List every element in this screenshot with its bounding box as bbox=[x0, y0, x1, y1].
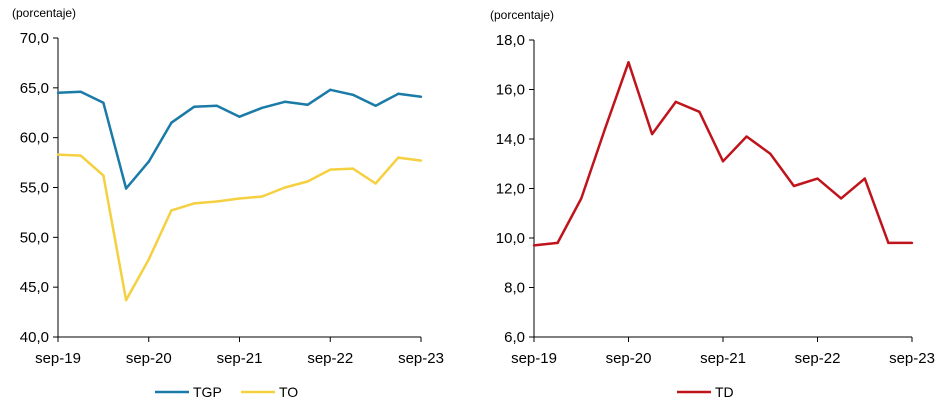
y-tick-label: 18,0 bbox=[496, 32, 525, 49]
data-point-tgp bbox=[283, 100, 287, 103]
data-point-tgp bbox=[192, 105, 196, 108]
series-line-to bbox=[57, 153, 422, 302]
data-point-td bbox=[532, 244, 536, 247]
legend-label-td: TD bbox=[715, 384, 734, 400]
data-point-tgp bbox=[124, 187, 128, 190]
data-point-tgp bbox=[374, 104, 377, 107]
series-line-tgp bbox=[57, 88, 422, 190]
data-point-tgp bbox=[215, 104, 219, 107]
unit-label: (porcentaje) bbox=[12, 6, 76, 20]
data-point-tgp bbox=[170, 121, 173, 124]
y-tick-label: 6,0 bbox=[504, 329, 525, 346]
data-point-to bbox=[147, 258, 150, 261]
data-point-td bbox=[650, 132, 654, 136]
data-point-tgp bbox=[147, 160, 150, 163]
data-point-td bbox=[816, 177, 819, 180]
y-tick-label: 65,0 bbox=[20, 80, 49, 97]
data-point-tgp bbox=[419, 95, 423, 99]
data-point-to bbox=[329, 168, 332, 171]
x-tick-label: sep-20 bbox=[126, 350, 172, 367]
data-point-tgp bbox=[238, 115, 241, 118]
y-tick-label: 45,0 bbox=[20, 279, 49, 296]
y-tick-label: 60,0 bbox=[20, 130, 49, 147]
data-point-td bbox=[839, 197, 843, 200]
unit-label: (porcentaje) bbox=[490, 8, 554, 22]
data-point-tgp bbox=[56, 91, 60, 95]
x-tick-label: sep-23 bbox=[398, 350, 444, 367]
data-point-to bbox=[192, 202, 196, 205]
data-point-to bbox=[170, 209, 173, 212]
data-point-to bbox=[124, 298, 128, 302]
series-line-td bbox=[533, 61, 912, 247]
x-tick-label: sep-19 bbox=[511, 350, 557, 367]
data-point-to bbox=[397, 156, 400, 159]
data-point-td bbox=[556, 241, 559, 245]
x-tick-label: sep-21 bbox=[217, 350, 263, 367]
data-point-to bbox=[419, 159, 423, 162]
x-tick-label: sep-22 bbox=[307, 350, 353, 367]
data-point-to bbox=[283, 186, 287, 189]
data-point-to bbox=[238, 197, 241, 200]
y-tick-label: 40,0 bbox=[20, 329, 49, 346]
y-tick-label: 55,0 bbox=[20, 180, 49, 197]
x-tick-label: sep-22 bbox=[795, 350, 841, 367]
data-point-to bbox=[260, 195, 264, 198]
x-tick-label: sep-21 bbox=[700, 350, 746, 367]
data-point-to bbox=[374, 182, 377, 185]
x-tick-label: sep-19 bbox=[35, 350, 81, 367]
data-point-td bbox=[603, 127, 607, 131]
data-point-tgp bbox=[102, 101, 105, 104]
y-tick-label: 16,0 bbox=[496, 82, 525, 99]
data-point-td bbox=[769, 152, 772, 156]
data-point-tgp bbox=[397, 92, 400, 96]
y-tick-label: 14,0 bbox=[496, 131, 525, 148]
y-tick-label: 10,0 bbox=[496, 230, 525, 247]
data-point-to bbox=[56, 153, 60, 156]
data-point-td bbox=[887, 241, 890, 245]
data-point-td bbox=[792, 184, 796, 188]
data-point-td bbox=[863, 177, 866, 180]
data-point-to bbox=[79, 154, 82, 157]
data-point-td bbox=[674, 100, 677, 104]
data-point-to bbox=[215, 200, 219, 203]
y-tick-label: 50,0 bbox=[20, 229, 49, 246]
data-point-to bbox=[306, 180, 309, 183]
data-point-td bbox=[721, 160, 725, 163]
data-point-td bbox=[910, 241, 914, 245]
data-point-to bbox=[102, 174, 105, 177]
x-tick-label: sep-20 bbox=[606, 350, 652, 367]
data-point-to bbox=[351, 167, 355, 170]
data-point-tgp bbox=[306, 103, 309, 106]
data-point-tgp bbox=[79, 90, 82, 94]
data-point-td bbox=[745, 135, 748, 138]
x-tick-label: sep-23 bbox=[889, 350, 935, 367]
y-tick-label: 12,0 bbox=[496, 181, 525, 198]
y-tick-label: 8,0 bbox=[504, 280, 525, 297]
data-point-tgp bbox=[351, 93, 355, 97]
legend-label-to: TO bbox=[279, 384, 298, 400]
data-point-td bbox=[698, 110, 701, 113]
legend-label-tgp: TGP bbox=[193, 384, 222, 400]
data-point-tgp bbox=[260, 106, 264, 109]
data-point-tgp bbox=[329, 88, 332, 92]
data-point-td bbox=[580, 197, 583, 200]
y-tick-label: 70,0 bbox=[20, 30, 49, 47]
data-point-td bbox=[627, 61, 630, 64]
